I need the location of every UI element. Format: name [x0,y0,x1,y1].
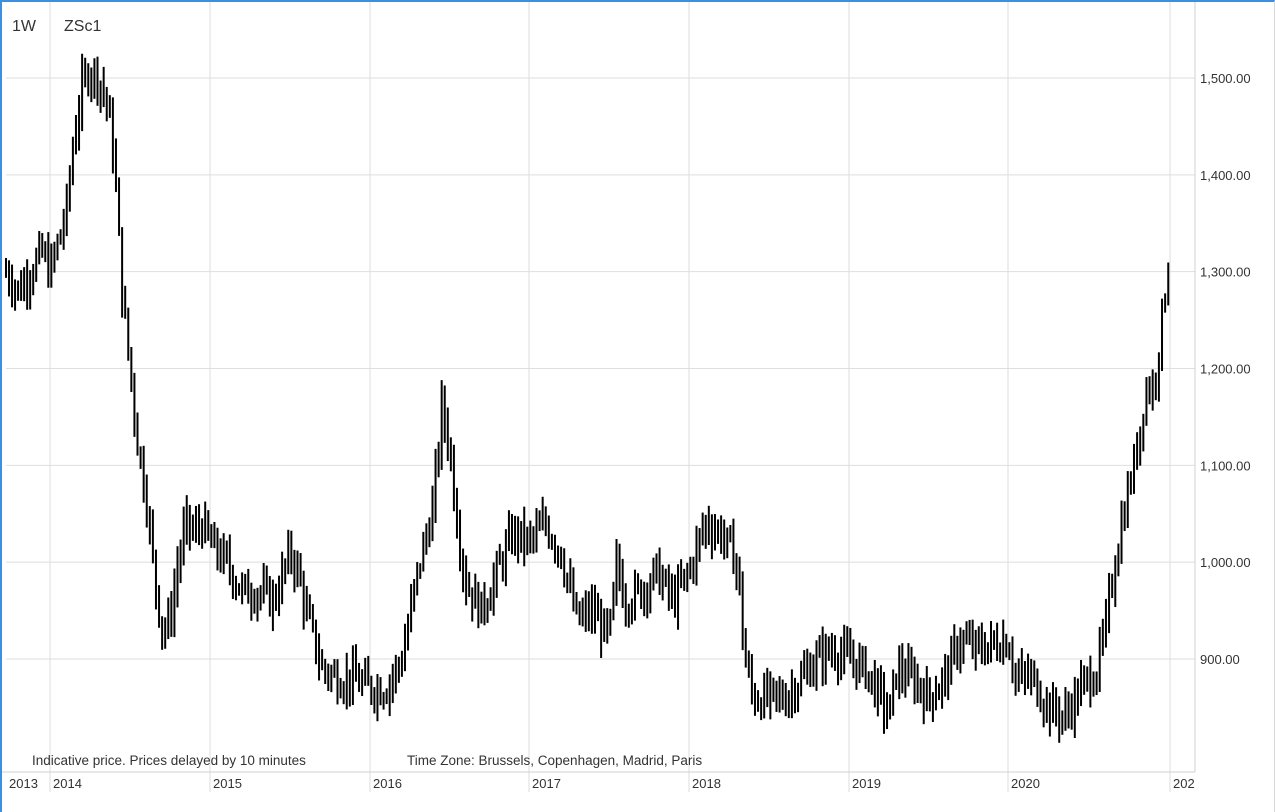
x-tick-label: 2016 [373,776,402,791]
y-tick-label: 1,200.00 [1200,362,1251,377]
x-tick-label: 2014 [53,776,82,791]
y-tick-label: 1,100.00 [1200,458,1251,473]
x-tick-label: 2017 [532,776,561,791]
axes [2,2,1196,773]
y-tick-label: 900.00 [1200,652,1240,667]
price-bars [5,53,1170,743]
x-tick-label: 202 [1173,776,1195,791]
y-tick-label: 1,400.00 [1200,168,1251,183]
y-tick-label: 1,300.00 [1200,265,1251,280]
y-tick-label: 1,000.00 [1200,555,1251,570]
grid-layer [6,2,1195,792]
chart-header: 1W ZSc1 [12,18,101,35]
x-tick-label: 2018 [692,776,721,791]
x-tick-label: 2015 [213,776,242,791]
x-tick-label: 2020 [1011,776,1040,791]
timezone-note: Time Zone: Brussels, Copenhagen, Madrid,… [407,753,702,768]
tick-labels: 900.00 1,000.00 1,100.00 1,200.00 1,300.00 1,… [9,71,1251,791]
symbol-label: ZSc1 [64,18,101,35]
x-tick-label: 2013 [9,776,38,791]
chart-footer: Indicative price. Prices delayed by 10 m… [32,753,702,768]
delay-disclaimer: Indicative price. Prices delayed by 10 m… [32,753,306,768]
x-tick-label: 2019 [852,776,881,791]
interval-label[interactable]: 1W [12,18,37,35]
y-tick-label: 1,500.00 [1200,71,1251,86]
